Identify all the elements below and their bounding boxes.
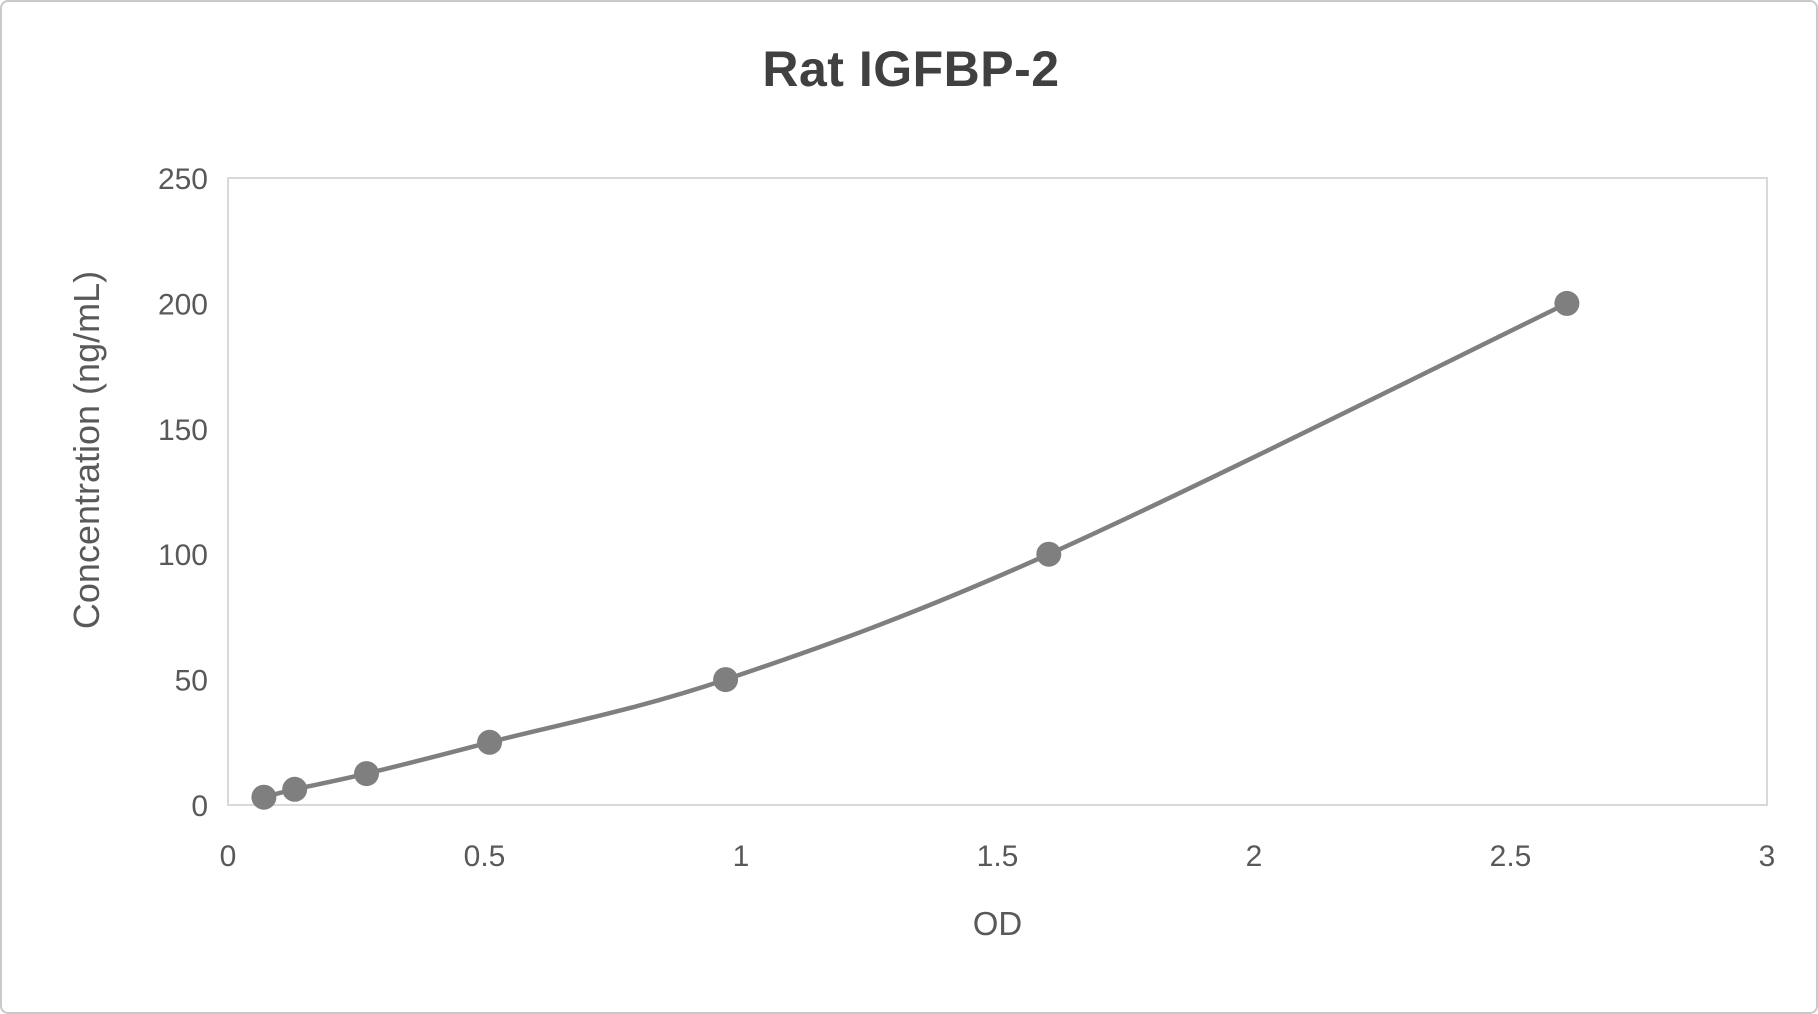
- x-axis-tick-label: 0.5: [464, 840, 506, 873]
- x-axis-tick-label: 1: [733, 840, 750, 873]
- y-axis-tick-label: 100: [158, 539, 208, 572]
- data-point-marker: [354, 761, 379, 787]
- x-axis-title: OD: [972, 905, 1023, 942]
- data-point-marker: [251, 784, 277, 810]
- data-point-marker: [713, 667, 739, 693]
- y-axis-tick-label: 250: [158, 163, 208, 196]
- y-axis-tick-label: 50: [175, 665, 208, 698]
- x-axis-tick-label: 3: [1759, 840, 1776, 873]
- data-point-marker: [1554, 290, 1580, 316]
- chart-title: Rat IGFBP-2: [762, 41, 1060, 97]
- data-point-marker: [1036, 541, 1062, 567]
- data-point-marker: [282, 776, 308, 802]
- x-axis-tick-label: 1.5: [977, 840, 1019, 873]
- y-axis-tick-label: 0: [191, 790, 208, 823]
- x-axis-tick-label: 0: [220, 840, 237, 873]
- x-axis-tick-label: 2.5: [1490, 840, 1532, 873]
- y-axis-title: Concentration (ng/mL): [66, 270, 107, 630]
- plot-border: [227, 177, 1768, 806]
- y-axis-tick-label: 200: [158, 288, 208, 321]
- y-axis-tick-label: 150: [158, 414, 208, 447]
- standard-curve-line: [261, 301, 1570, 800]
- data-point-marker: [477, 729, 503, 755]
- x-axis-tick-label: 2: [1246, 840, 1263, 873]
